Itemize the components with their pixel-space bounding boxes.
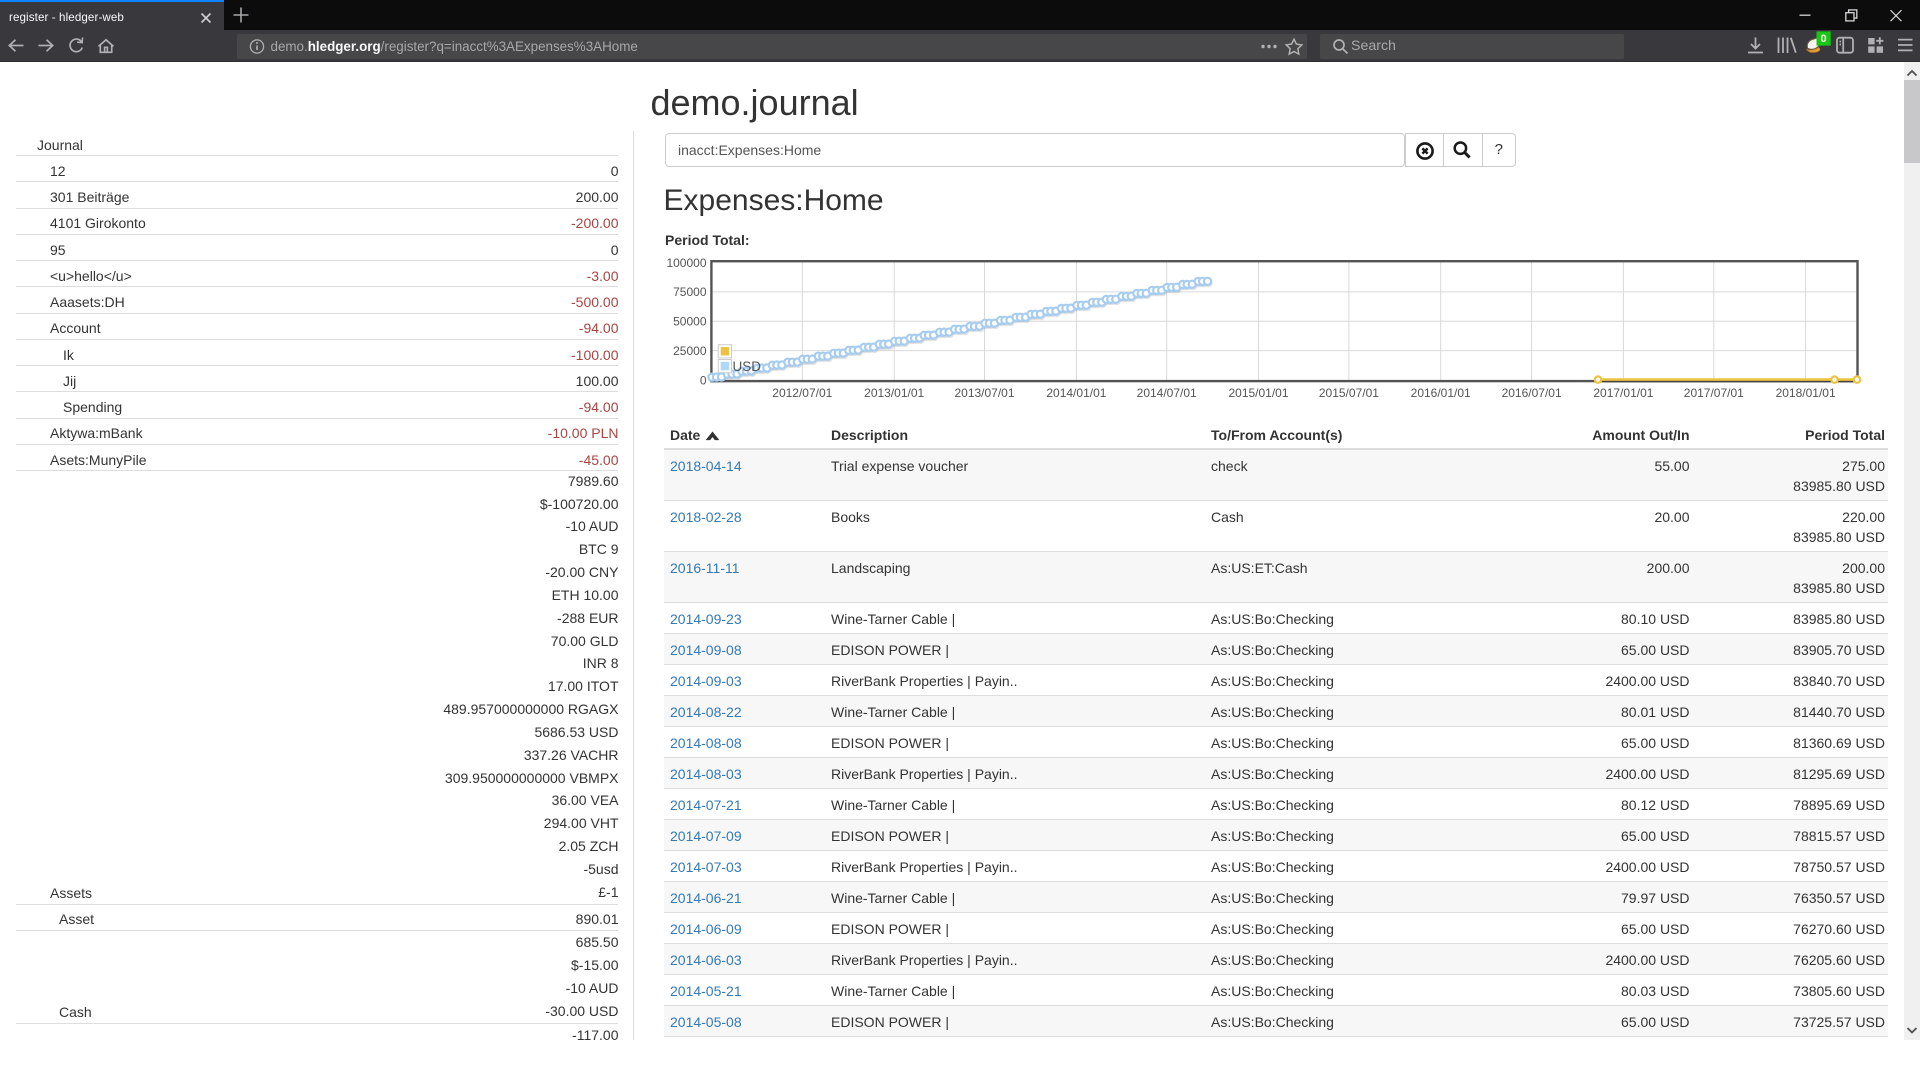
svg-text:2013/01/01: 2013/01/01	[864, 386, 924, 400]
svg-text:2018/01/01: 2018/01/01	[1776, 386, 1836, 400]
svg-text:2015/01/01: 2015/01/01	[1228, 386, 1288, 400]
svg-text:2012/07/01: 2012/07/01	[772, 386, 832, 400]
svg-text:75000: 75000	[673, 285, 707, 299]
svg-text:2016/07/01: 2016/07/01	[1502, 386, 1562, 400]
svg-text:2015/07/01: 2015/07/01	[1319, 386, 1379, 400]
svg-text:25000: 25000	[673, 344, 707, 358]
svg-text:0: 0	[1821, 33, 1827, 45]
svg-text:2017/07/01: 2017/07/01	[1684, 386, 1744, 400]
svg-text:2013/07/01: 2013/07/01	[954, 386, 1014, 400]
svg-text:USD: USD	[733, 359, 762, 374]
svg-text:2016/01/01: 2016/01/01	[1411, 386, 1471, 400]
svg-text:2014/01/01: 2014/01/01	[1046, 386, 1106, 400]
svg-text:0: 0	[700, 373, 707, 387]
svg-text:50000: 50000	[673, 315, 707, 329]
svg-text:2017/01/01: 2017/01/01	[1593, 386, 1653, 400]
svg-text:2014/07/01: 2014/07/01	[1137, 386, 1197, 400]
svg-text:100000: 100000	[666, 256, 706, 270]
